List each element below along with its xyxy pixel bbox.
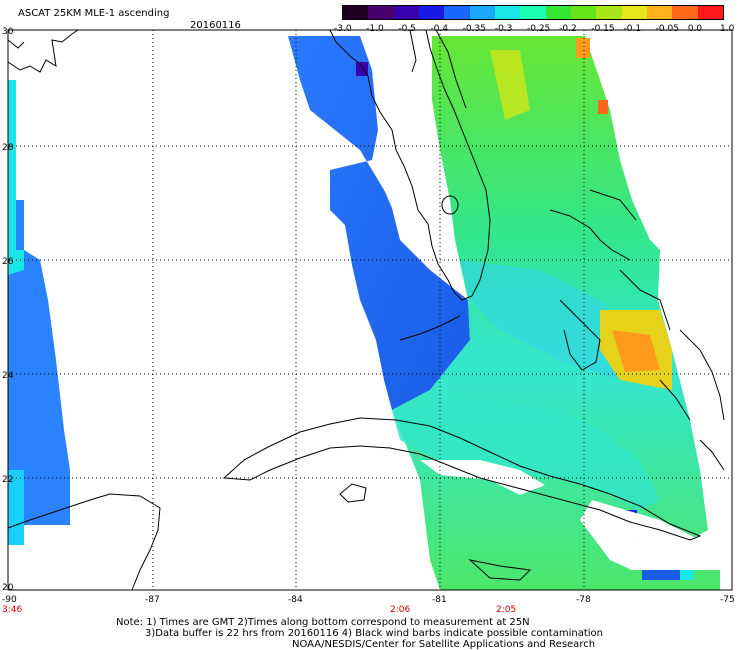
colorbar-segment bbox=[672, 6, 698, 19]
colorbar-label: -0.2 bbox=[559, 24, 577, 34]
colorbar-label: -3.0 bbox=[334, 24, 352, 34]
coastlines bbox=[7, 29, 725, 591]
map-frame bbox=[7, 29, 733, 591]
colorbar-segment bbox=[469, 6, 495, 19]
lat-label: 24 bbox=[2, 371, 14, 381]
map-title: ASCAT 25KM MLE-1 ascending bbox=[18, 8, 170, 19]
colorbar-segment bbox=[646, 6, 673, 19]
lon-label: -81 bbox=[432, 595, 447, 605]
colorbar-segment bbox=[570, 6, 597, 19]
time-label: 2:06 bbox=[390, 605, 410, 615]
colorbar-segment bbox=[596, 6, 622, 19]
note-line-3: NOAA/NESDIS/Center for Satellite Applica… bbox=[292, 639, 596, 650]
lat-label: 30 bbox=[2, 27, 14, 37]
colorbar-label: -0.4 bbox=[430, 24, 449, 34]
colorbar-label: -0.3 bbox=[494, 24, 513, 34]
east-swath bbox=[378, 36, 720, 590]
colorbar-segment bbox=[444, 6, 470, 19]
colorbar-label: -0.35 bbox=[462, 24, 486, 34]
lon-label: -78 bbox=[576, 595, 591, 605]
colorbar-segment bbox=[418, 6, 445, 19]
colorbar-segment bbox=[697, 6, 723, 19]
colorbar-segment bbox=[494, 6, 521, 19]
lat-label: 28 bbox=[2, 143, 14, 153]
colorbar bbox=[342, 5, 724, 20]
note-line-1: Note: 1) Times are GMT 2)Times along bot… bbox=[116, 617, 530, 628]
lon-label: -90 bbox=[2, 595, 17, 605]
colorbar-segment bbox=[520, 6, 546, 19]
time-label: 3:46 bbox=[2, 605, 22, 615]
time-label: 2:05 bbox=[496, 605, 516, 615]
lon-label: -75 bbox=[720, 595, 735, 605]
colorbar-label: -0.25 bbox=[527, 24, 551, 34]
longitude-labels: -90 -87 -84 -81 -78 -75 bbox=[2, 595, 735, 605]
time-labels: 3:46 2:06 2:05 bbox=[2, 605, 516, 615]
central-swath bbox=[288, 36, 470, 410]
colorbar-segment bbox=[545, 6, 571, 19]
lon-label: -87 bbox=[145, 595, 160, 605]
west-swath bbox=[8, 80, 70, 545]
lat-label: 20 bbox=[2, 583, 14, 593]
lat-lon-grid bbox=[8, 30, 732, 590]
colorbar-label: 0.0 bbox=[687, 24, 703, 34]
map-date: 20160116 bbox=[190, 20, 241, 31]
colorbar-label: -0.05 bbox=[655, 24, 679, 34]
lat-label: 22 bbox=[2, 475, 13, 485]
colorbar-label: -0.15 bbox=[591, 24, 615, 34]
lon-label: -84 bbox=[288, 595, 303, 605]
colorbar-segment bbox=[621, 6, 647, 19]
colorbar-segment bbox=[343, 6, 369, 19]
colorbar-label: -0.1 bbox=[623, 24, 642, 34]
colorbar-label: -0.5 bbox=[398, 24, 416, 34]
colorbar-label: -1.0 bbox=[366, 24, 384, 34]
colorbar-label: 1.0 bbox=[720, 24, 735, 34]
colorbar-segment bbox=[368, 6, 394, 19]
colorbar-segment bbox=[393, 6, 419, 19]
lat-label: 26 bbox=[2, 257, 14, 267]
note-line-2: 3)Data buffer is 22 hrs from 20160116 4)… bbox=[145, 628, 603, 639]
latitude-labels: 30 28 26 24 22 20 bbox=[2, 27, 14, 593]
